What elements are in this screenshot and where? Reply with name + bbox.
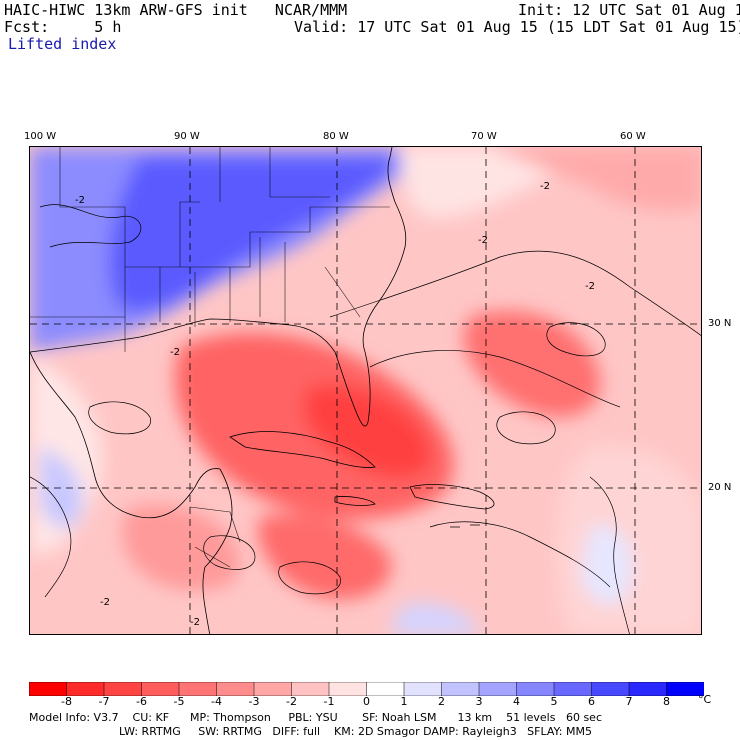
lat-label-20n: 20 N	[708, 482, 732, 493]
lon-label-60w: 60 W	[620, 131, 646, 142]
lat-label-30n: 30 N	[708, 318, 732, 329]
colorbar-tick-label: 4	[513, 695, 520, 708]
colorbar-swatch	[328, 681, 368, 697]
colorbar-tick-label: 3	[475, 695, 483, 708]
field-shading	[30, 147, 701, 634]
colorbar-tick-label: 2	[438, 695, 445, 708]
colorbar-swatch	[478, 681, 518, 697]
colorbar-tick-label: -6	[136, 695, 147, 708]
field-name: Lifted index	[8, 35, 117, 53]
colorbar-swatch	[216, 681, 255, 697]
contour-label: -2	[170, 347, 180, 358]
colorbar-swatch	[366, 681, 405, 697]
colorbar	[28, 681, 705, 700]
colorbar-swatch	[591, 681, 630, 697]
init-time: Init: 12 UTC Sat 01 Aug 15	[518, 1, 740, 19]
lon-label-100w: 100 W	[24, 131, 57, 142]
colorbar-tick-label: -3	[248, 695, 260, 708]
colorbar-tick-label: -4	[211, 695, 222, 708]
colorbar-tick-label: -5	[173, 695, 185, 708]
colorbar-tick-label: -8	[61, 695, 72, 708]
colorbar-swatch	[253, 681, 293, 697]
colorbar-swatch	[516, 681, 555, 697]
colorbar-swatch	[628, 681, 668, 697]
lifted-index-contours	[30, 204, 701, 634]
contour-labels: -2 -2 -2 -2 -2 -2 -2	[75, 181, 595, 628]
colorbar-tick-label: 7	[625, 695, 633, 708]
colorbar-swatch	[291, 681, 330, 697]
lon-label-90w: 90 W	[174, 131, 200, 142]
colorbar-tick-label: -1	[323, 695, 335, 708]
lon-label-80w: 80 W	[323, 131, 349, 142]
coastlines	[30, 147, 495, 634]
model-info-line2: LW: RRTMG SW: RRTMG DIFF: full KM: 2D Sm…	[119, 725, 592, 738]
contour-label: -2	[585, 281, 595, 292]
forecast-hour: Fcst: 5 h	[4, 18, 122, 36]
political-borders	[30, 147, 390, 568]
colorbar-tick-label: 0	[363, 695, 370, 708]
lifted-index-map: -2 -2 -2 -2 -2 -2 -2	[29, 146, 702, 635]
colorbar-swatch	[441, 681, 480, 697]
colorbar-swatches	[28, 681, 705, 697]
colorbar-swatch	[178, 681, 218, 697]
contour-label: -2	[100, 597, 110, 608]
contour-label: -2	[478, 235, 488, 246]
colorbar-tick-label: -2	[286, 695, 297, 708]
map-canvas: -2 -2 -2 -2 -2 -2 -2	[30, 147, 701, 634]
contour-label: -2	[190, 617, 200, 628]
colorbar-tick-label: 5	[550, 695, 558, 708]
colorbar-tick-label: 8	[663, 695, 670, 708]
contour-label: -2	[75, 195, 85, 206]
colorbar-unit: °C	[698, 693, 712, 706]
colorbar-swatch	[28, 681, 68, 697]
contour-label: -2	[540, 181, 550, 192]
model-info-line1: Model Info: V3.7 CU: KF MP: Thompson PBL…	[29, 711, 602, 724]
colorbar-swatch	[103, 681, 143, 697]
colorbar-swatch	[403, 681, 443, 697]
colorbar-swatch	[553, 681, 593, 697]
colorbar-swatch	[141, 681, 180, 697]
colorbar-swatch	[66, 681, 105, 697]
lat-lon-grid	[30, 147, 701, 634]
colorbar-tick-label: 6	[588, 695, 595, 708]
colorbar-tick-label: 1	[400, 695, 408, 708]
valid-time: Valid: 17 UTC Sat 01 Aug 15 (15 LDT Sat …	[294, 18, 740, 36]
model-title: HAIC-HIWC 13km ARW-GFS init NCAR/MMM	[4, 1, 348, 19]
lon-label-70w: 70 W	[471, 131, 497, 142]
colorbar-tick-label: -7	[98, 695, 110, 708]
